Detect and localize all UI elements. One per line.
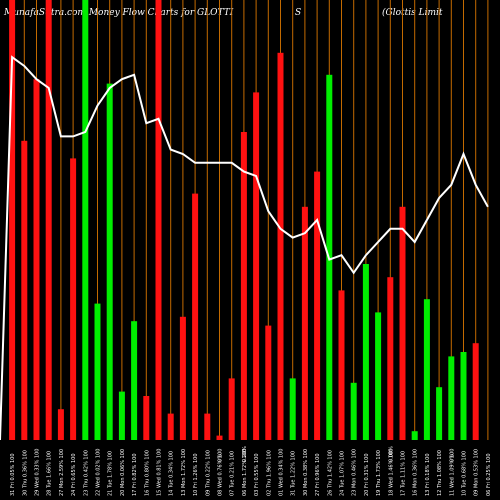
volume-bar (45, 0, 52, 440)
volume-bar (82, 0, 89, 440)
x-tick-label: 13 Mon 1.72% 100 (181, 449, 187, 496)
x-tick-label: 19 Thu 1.73% 100 (376, 450, 382, 496)
x-tick-label: 27 Mon 2.59% 100 (59, 449, 65, 496)
x-tick-label: 15 Wed 0.81% 100 (157, 449, 163, 496)
volume-bar (9, 0, 16, 440)
volume-bar (179, 316, 186, 440)
x-tick-label: 28 Tue 1.66% 100 (47, 451, 53, 496)
volume-bar (362, 264, 369, 440)
x-tick-label: 31 Fri 0.05% 100 (10, 453, 16, 496)
chart-title-fragment: S (295, 8, 302, 18)
x-tick-label: 30 Thu 0.36% 100 (22, 450, 28, 496)
chart-title-main: MunafaSutra.com Money Flow Charts for GL… (4, 8, 234, 18)
chart-title: MunafaSutra.com Money Flow Charts for GL… (0, 0, 500, 22)
annotation-label: 0.00% (388, 446, 394, 462)
x-tick-label: 20 Fri 0.31% 100 (364, 453, 370, 496)
volume-bar (70, 158, 77, 440)
volume-bar (277, 52, 284, 441)
volume-bar (423, 299, 430, 440)
volume-bar (33, 79, 40, 440)
chart-title-company: (Glottis Limit (382, 8, 443, 18)
x-tick-label: 12 Thu 1.08% 100 (437, 450, 443, 496)
volume-bar (155, 0, 162, 440)
volume-bar (448, 356, 455, 440)
x-tick-label: 14 Tue 0.34% 100 (169, 451, 175, 496)
volume-bar (240, 132, 247, 440)
volume-bar (375, 312, 382, 440)
volume-bar (436, 387, 443, 440)
volume-bar (314, 171, 321, 440)
x-tick-label: 23 Mon 0.46% 100 (352, 449, 358, 496)
volume-bar (350, 382, 357, 440)
x-tick-label: 24 Fri 0.65% 100 (71, 453, 77, 496)
volume-bar (472, 343, 479, 440)
volume-bar (118, 391, 125, 440)
x-tick-label: 21 Tue 1.78% 100 (108, 451, 114, 496)
x-tick-label: 29 Wed 0.33% 100 (35, 449, 41, 496)
volume-bar (289, 378, 296, 440)
x-tick-label: 16 Thu 0.80% 100 (144, 450, 150, 496)
annotation-label: 0.20% (242, 446, 248, 462)
x-tick-label: 09 Mon 0.53% 100 (474, 449, 480, 496)
volume-bar (143, 396, 150, 440)
x-tick-label: 10 Tue 0.68% 100 (462, 451, 468, 496)
x-tick-label: 20 Mon 0.06% 100 (120, 449, 126, 496)
volume-bar (253, 92, 260, 441)
volume-bar (216, 435, 223, 440)
volume-bar (265, 325, 272, 440)
x-tick-label: 10 Fri 1.26% 100 (193, 453, 199, 496)
x-tick-label: 02 Thu 1.96% 100 (266, 450, 272, 496)
volume-bar (460, 352, 467, 440)
x-tick-label: 03 Fri 0.55% 100 (254, 453, 260, 496)
x-tick-label: 27 Fri 0.96% 100 (315, 453, 321, 496)
x-tick-label: 26 Thu 1.42% 100 (327, 450, 333, 496)
x-tick-label: 07 Tue 0.21% 100 (230, 451, 236, 496)
annotation-label: 0% (218, 454, 224, 462)
x-tick-label: 11 Wed 1.09% 100 (449, 449, 455, 496)
volume-bar (301, 206, 308, 440)
x-tick-label: 01 Wed 0.34% 100 (279, 449, 285, 496)
x-tick-label: 31 Tue 1.22% 100 (291, 451, 297, 496)
x-tick-label: 23 Thu 0.42% 100 (83, 450, 89, 496)
volume-bar (167, 413, 174, 440)
volume-bar (399, 206, 406, 440)
volume-bar (411, 431, 418, 440)
x-tick-label: 17 Tue 1.11% 100 (401, 451, 407, 496)
volume-bar (387, 277, 394, 440)
volume-bar (131, 321, 138, 440)
x-tick-label: 30 Mon 0.38% 100 (303, 449, 309, 496)
x-tick-label: 22 Wed 0.02% 100 (96, 449, 102, 496)
money-flow-line (0, 55, 489, 441)
volume-bar (57, 409, 64, 440)
volume-bar (338, 290, 345, 440)
x-tick-label: 16 Mon 0.36% 100 (413, 449, 419, 496)
x-tick-label: 09 Thu 0.22% 100 (205, 450, 211, 496)
x-tick-label: 17 Fri 0.82% 100 (132, 453, 138, 496)
x-tick-label: 06 Mon 1.72% 100 (242, 449, 248, 496)
x-tick-label: 06 Fri 0.25% 100 (486, 453, 492, 496)
x-tick-label: 24 Tue 1.07% 100 (340, 451, 346, 496)
volume-bar (204, 413, 211, 440)
volume-bar (192, 193, 199, 440)
volume-bar (21, 140, 28, 441)
volume-bar (228, 378, 235, 440)
x-tick-label: 13 Fri 0.18% 100 (425, 453, 431, 496)
x-tick-label: 08 Wed 0.76% 100 (218, 449, 224, 496)
annotation-label: 0% (449, 454, 455, 462)
x-tick-label: 18 Wed 1.46% 100 (388, 449, 394, 496)
volume-bar (106, 83, 113, 440)
volume-bar (94, 303, 101, 440)
